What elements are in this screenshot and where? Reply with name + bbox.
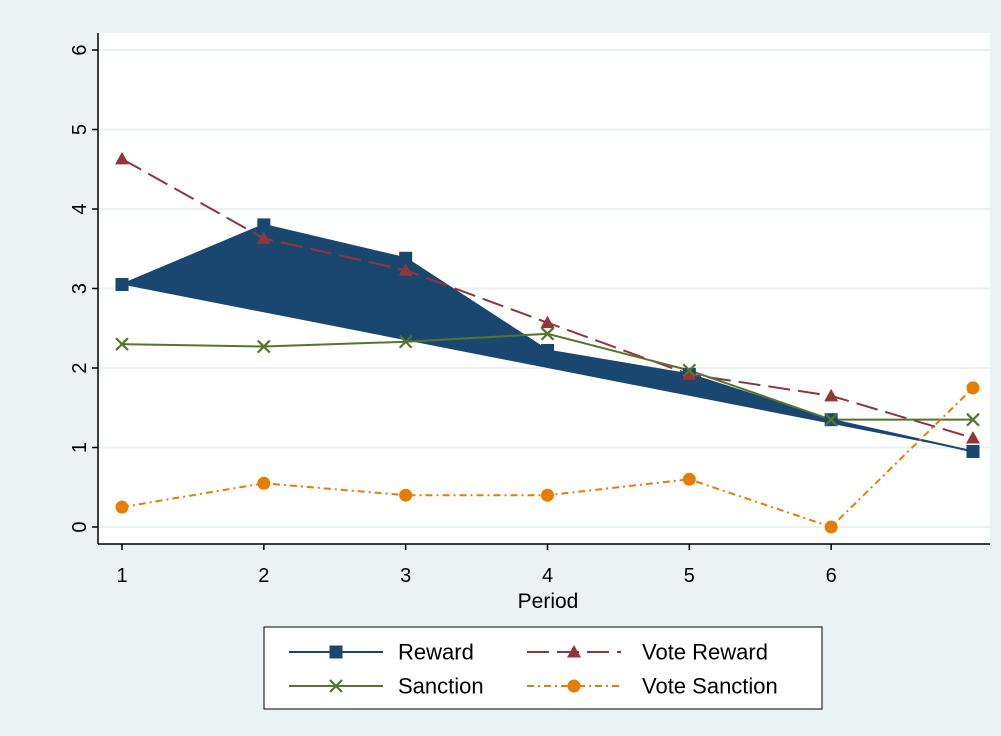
vote-sanction-point-2	[257, 476, 271, 490]
legend-marker-sanction	[329, 679, 343, 693]
vote-sanction-point-4	[541, 488, 554, 502]
reward-area	[122, 224, 973, 452]
vote-reward-point-2	[256, 231, 271, 244]
reward-point-2	[257, 218, 271, 232]
reward-point-4	[541, 344, 554, 358]
reward-filled-area	[122, 224, 973, 452]
x-tick-label-1: 1	[116, 565, 127, 587]
legend-marker-vote-reward	[567, 645, 581, 658]
vote-reward-point-7	[966, 430, 980, 444]
vote-reward-point-6	[824, 388, 839, 402]
legend-item-vote-reward: Vote Reward	[527, 640, 768, 665]
vote-reward-point-4	[540, 315, 555, 329]
axes: 0 1 2 3 4 5 6 1 2 3 4 5 6	[69, 33, 990, 587]
y-tick-label-4: 4	[69, 203, 91, 214]
sanction-point-7	[966, 412, 980, 427]
legend-item-sanction: Sanction	[289, 674, 484, 699]
sanction-point-5	[682, 363, 697, 378]
sanction-point-1	[115, 337, 129, 351]
y-tick-label-5: 5	[69, 124, 91, 135]
legend-marker-vote-sanction	[567, 679, 581, 693]
legend-label-reward: Reward	[398, 640, 474, 665]
legend-box	[263, 626, 823, 710]
x-tick-label-5: 5	[684, 565, 695, 587]
sanction-point-2	[257, 339, 271, 354]
reward-point-1	[115, 278, 129, 292]
y-tick-label-6: 6	[69, 44, 91, 55]
legend-label-vote-sanction: Vote Sanction	[642, 674, 778, 699]
sanction-point-6	[824, 412, 838, 427]
y-tick-label-2: 2	[69, 362, 91, 373]
reward-point-7	[966, 444, 980, 458]
legend-marker-reward	[329, 645, 343, 659]
x-tick-label-2: 2	[258, 565, 269, 587]
vote-sanction-point-3	[399, 488, 413, 502]
y-tick-label-3: 3	[69, 283, 91, 294]
vote-reward-point-1	[115, 151, 129, 165]
vote-reward-point-5	[682, 367, 697, 380]
y-tick-label-1: 1	[69, 442, 91, 453]
x-axis-title: Period	[518, 590, 579, 613]
legend-label-vote-reward: Vote Reward	[642, 640, 768, 665]
vote-sanction-point-7	[966, 381, 980, 395]
legend-label-sanction: Sanction	[398, 674, 484, 699]
legend: Reward Vote Reward Sanction Vote Sanction	[263, 626, 823, 710]
x-tick-label-4: 4	[542, 565, 553, 587]
vote-reward-point-3	[398, 263, 413, 276]
series-markers	[115, 151, 980, 534]
x-tick-label-6: 6	[826, 565, 837, 587]
sanction-point-3	[398, 334, 413, 349]
vote-sanction-point-1	[115, 500, 129, 514]
gridlines	[98, 49, 990, 528]
vote-sanction-point-6	[824, 520, 838, 534]
vote-sanction-point-5	[682, 472, 696, 486]
reward-point-3	[399, 251, 413, 265]
legend-item-vote-sanction: Vote Sanction	[527, 674, 778, 699]
legend-item-reward: Reward	[289, 640, 474, 665]
x-tick-label-3: 3	[400, 565, 411, 587]
y-tick-label-0: 0	[69, 521, 91, 532]
sanction-point-4	[540, 327, 555, 341]
